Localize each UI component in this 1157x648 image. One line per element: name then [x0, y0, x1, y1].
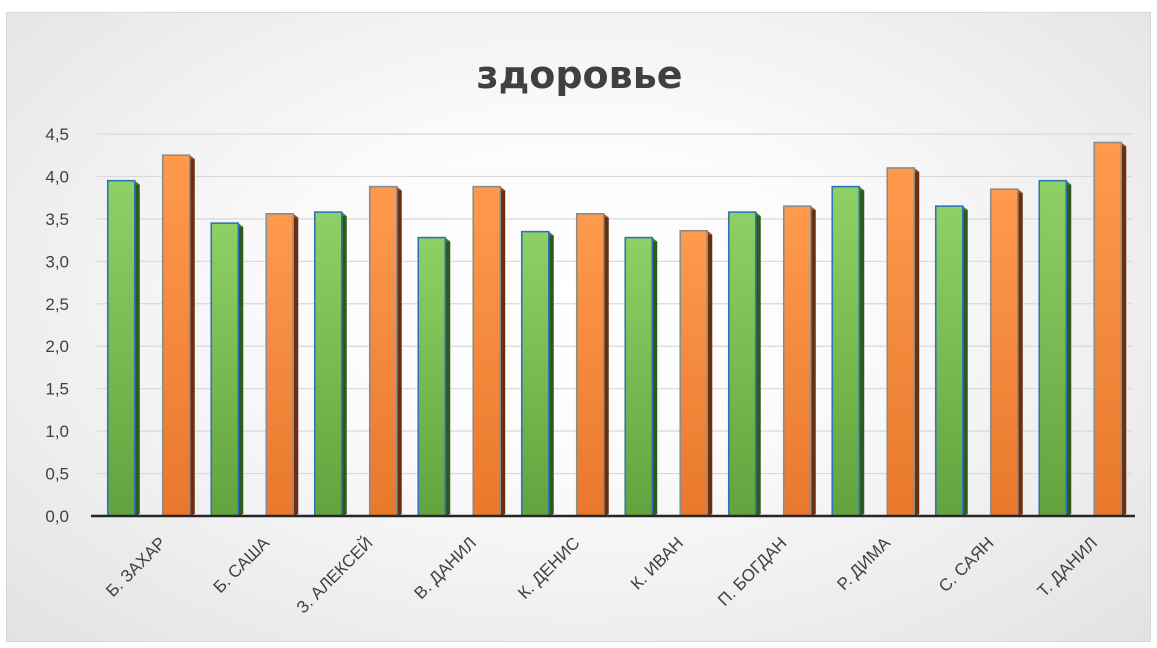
x-tick-label: Б. САША — [210, 533, 274, 597]
chart-plot: 0,0 0,5 1,0 1,5 2,0 2,5 3,0 3,5 4,0 4,5 Б. ЗАХАР Б.… — [45, 125, 1135, 617]
bar-series-2 — [575, 212, 609, 517]
bar-series-1 — [831, 185, 865, 517]
bar — [575, 212, 605, 517]
bar-side — [652, 237, 658, 516]
bar — [368, 185, 398, 517]
bar — [210, 222, 240, 517]
bar-side — [445, 237, 451, 516]
bar-side — [1121, 142, 1127, 516]
x-tick-label: В. ДАНИЛ — [411, 533, 481, 603]
x-tick-label: С. САЯН — [935, 533, 998, 596]
bar — [727, 211, 757, 517]
bar-series-1 — [313, 211, 347, 517]
bar — [106, 179, 136, 517]
bar — [520, 230, 550, 517]
x-tick-label: К. ИВАН — [627, 533, 687, 593]
bar-series-2 — [989, 188, 1023, 517]
bar-series-1 — [624, 236, 658, 517]
x-tick-label: П. БОГДАН — [714, 533, 790, 609]
x-tick-label: К. ДЕНИС — [514, 533, 583, 602]
bar-side — [755, 212, 761, 516]
bar-series-2 — [886, 167, 920, 517]
chart-area: здоровье 0,0 0,5 1,0 1,5 2,0 2,5 3,0 3,5 4,0 4,5 Б… — [6, 12, 1151, 642]
bar-side — [1066, 180, 1072, 516]
y-tick-label: 1,0 — [45, 422, 69, 441]
y-tick-label: 2,5 — [45, 295, 69, 314]
bar — [472, 185, 502, 517]
bar — [1038, 179, 1068, 517]
bar-side — [293, 213, 299, 516]
bar-side — [914, 167, 920, 516]
bar-side — [238, 223, 244, 516]
bar-side — [341, 212, 347, 516]
bar-side — [134, 180, 140, 516]
bar — [934, 205, 964, 517]
bar-side — [396, 186, 402, 516]
bar-side — [603, 213, 609, 516]
bar-series-2 — [1093, 141, 1127, 517]
x-tick-label: Р. ДИМА — [833, 533, 894, 594]
y-tick-label: 3,0 — [45, 252, 69, 271]
chart-title: здоровье — [476, 53, 683, 97]
bar — [989, 188, 1019, 517]
bar-side — [1017, 189, 1023, 516]
x-tick-label: З. АЛЕКСЕЙ — [293, 533, 377, 617]
bar-side — [859, 186, 865, 516]
bar — [1093, 141, 1123, 517]
y-tick-label: 3,5 — [45, 210, 69, 229]
bar — [161, 154, 191, 517]
bar — [417, 236, 447, 517]
bar-series-2 — [265, 212, 299, 517]
bar-side — [548, 231, 554, 516]
bar — [831, 185, 861, 517]
bar-side — [707, 230, 713, 517]
bar-side — [189, 155, 195, 516]
bar-side — [500, 186, 506, 516]
y-tick-label: 0,0 — [45, 507, 69, 526]
bar-series-1 — [210, 222, 244, 517]
bar-series-1 — [1038, 179, 1072, 517]
bar-series-1 — [417, 236, 451, 517]
bar — [782, 205, 812, 517]
bar-series-2 — [782, 205, 816, 517]
bar-side — [962, 206, 968, 516]
y-tick-label: 4,5 — [45, 125, 69, 144]
bar-series-2 — [679, 229, 713, 517]
bar — [313, 211, 343, 517]
bar — [265, 212, 295, 517]
bar-series-1 — [727, 211, 761, 517]
bar-series-1 — [934, 205, 968, 517]
bar — [679, 229, 709, 517]
bar-series-2 — [368, 185, 402, 517]
y-tick-label: 2,0 — [45, 337, 69, 356]
x-tick-label: Б. ЗАХАР — [102, 533, 169, 600]
y-tick-label: 4,0 — [45, 167, 69, 186]
bar — [886, 167, 916, 517]
bar-series-1 — [106, 179, 140, 517]
x-tick-label: Т. ДАНИЛ — [1034, 533, 1101, 600]
bar-side — [810, 206, 816, 516]
bar — [624, 236, 654, 517]
y-tick-label: 1,5 — [45, 380, 69, 399]
bar-series-1 — [520, 230, 554, 517]
bar-series-2 — [161, 154, 195, 517]
y-tick-label: 0,5 — [45, 465, 69, 484]
bar-series-2 — [472, 185, 506, 517]
